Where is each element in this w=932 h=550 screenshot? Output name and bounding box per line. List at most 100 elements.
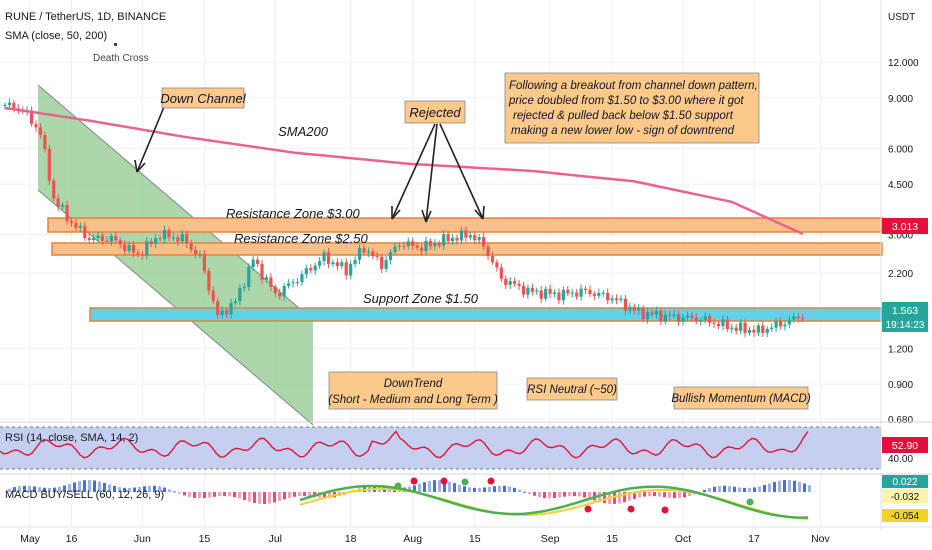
candle-body: [211, 290, 215, 302]
candle-body: [371, 251, 375, 257]
macd-bar: [98, 481, 101, 492]
candle-body: [490, 255, 495, 263]
candle-body: [499, 267, 503, 279]
macd-dot: [410, 477, 418, 485]
candle-body: [654, 310, 659, 315]
rsi-line: [0, 430, 809, 459]
candle-body: [264, 277, 269, 280]
macd-bar: [748, 487, 751, 492]
macd-bar: [558, 492, 561, 498]
candle-body: [189, 243, 193, 250]
candle-body: [575, 292, 579, 297]
macd-bar: [303, 492, 306, 497]
candle-body: [65, 204, 69, 221]
macd-bar: [223, 492, 226, 497]
candle-body: [796, 316, 800, 319]
price-tick-label: 0.680: [888, 415, 913, 426]
macd-bar: [708, 488, 711, 492]
candle-body: [12, 102, 16, 109]
candle-body: [87, 238, 91, 240]
candle-body: [561, 289, 565, 301]
macd-bar: [88, 480, 91, 492]
time-tick-label: 16: [66, 533, 78, 545]
macd-bar: [538, 492, 541, 498]
candle-body: [167, 229, 171, 238]
candle-body: [406, 241, 410, 247]
candle-body: [419, 247, 424, 251]
macd-bar: [643, 492, 646, 497]
time-tick-label: 15: [606, 533, 618, 545]
macd-bar: [423, 482, 426, 492]
macd-bar: [803, 483, 806, 492]
rsi-neutral-box: [526, 377, 618, 401]
macd-bar: [773, 481, 776, 492]
macd-bar: [258, 492, 261, 504]
macd-bar: [673, 492, 676, 499]
downtrend-box: [328, 371, 498, 410]
macd-dot: [661, 506, 669, 514]
macd-bar: [658, 492, 661, 497]
resistance-300-label: Resistance Zone $3.00: [226, 206, 360, 221]
price-tick-label: 9.000: [888, 94, 913, 105]
macd-bar: [58, 486, 61, 492]
candle-body: [256, 259, 260, 264]
candle-body: [535, 290, 539, 292]
candle-body: [353, 259, 357, 264]
candle-body: [672, 314, 676, 316]
candle-body: [375, 256, 379, 258]
candle-body: [588, 289, 592, 294]
macd-bar: [638, 492, 641, 498]
candle-body: [180, 234, 184, 242]
candle-body: [304, 268, 308, 275]
arrowhead-down-channel: [134, 159, 146, 173]
macd-bar: [148, 485, 151, 492]
macd-bar: [783, 480, 786, 492]
macd-bar: [613, 492, 616, 504]
macd-bar: [123, 487, 126, 492]
macd-bar: [448, 481, 451, 492]
macd-bar: [523, 491, 526, 493]
macd-bar: [233, 492, 236, 498]
time-tick-label: Sep: [541, 533, 560, 545]
macd-bar: [293, 492, 296, 497]
candle-body: [597, 292, 601, 296]
candle-body: [552, 292, 557, 294]
candle-body: [56, 198, 60, 207]
macd-dot: [746, 498, 754, 506]
macd-bar: [268, 492, 271, 504]
macd-bar: [763, 485, 766, 492]
candle-body: [566, 289, 570, 294]
candle-body: [114, 235, 118, 241]
candle-body: [402, 245, 406, 247]
candle-body: [47, 148, 51, 181]
candle-body: [446, 234, 450, 242]
macd-bar: [168, 489, 171, 492]
time-tick-label: Jun: [134, 533, 151, 545]
macd-bar: [28, 485, 31, 492]
macd-bar: [408, 486, 411, 492]
sma200-line: [4, 106, 804, 236]
candle-body: [34, 124, 38, 128]
candle-body: [765, 328, 769, 334]
down-channel-label-box: [161, 87, 245, 109]
price-tick-label: 12.000: [888, 58, 919, 69]
last-price-tag: [882, 302, 928, 332]
macd-bar: [48, 487, 51, 492]
bullish-macd-box: [673, 386, 809, 410]
macd-bar: [188, 492, 191, 497]
candle-body: [193, 249, 198, 255]
candle-body: [681, 317, 685, 322]
macd-bar: [208, 492, 211, 498]
candle-body: [521, 285, 526, 295]
macd-bar: [528, 492, 531, 494]
candle-body: [291, 282, 295, 284]
candle-body: [171, 237, 175, 239]
macd-bar: [153, 485, 156, 492]
candle-body: [38, 127, 43, 135]
candle-body: [415, 245, 419, 248]
macd-bar: [243, 492, 246, 501]
candle-body: [282, 285, 286, 297]
candle-body: [668, 314, 672, 316]
price-tick-label: 2.200: [888, 269, 913, 280]
